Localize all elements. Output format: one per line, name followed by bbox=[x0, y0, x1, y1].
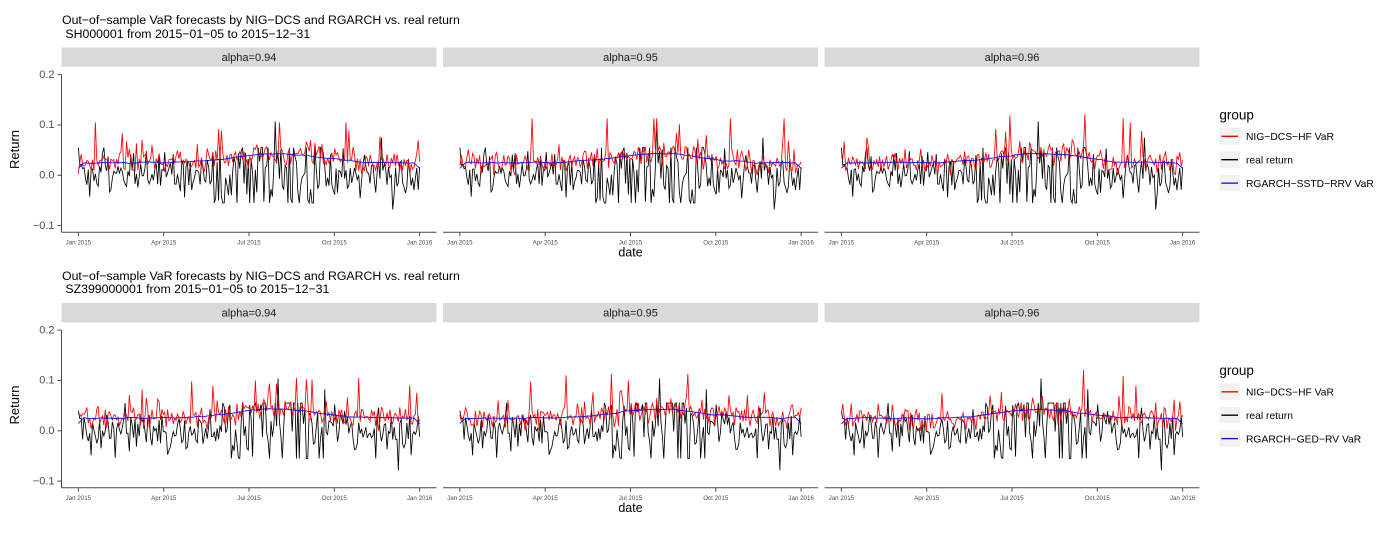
svg-text:Jul 2015: Jul 2015 bbox=[1000, 495, 1024, 502]
svg-text:Jan 2016: Jan 2016 bbox=[1170, 240, 1196, 247]
svg-text:0.2: 0.2 bbox=[39, 69, 54, 81]
svg-text:date: date bbox=[618, 501, 642, 515]
svg-text:Return: Return bbox=[7, 385, 22, 424]
svg-text:Oct 2015: Oct 2015 bbox=[322, 240, 348, 247]
svg-text:NIG−DCS−HF VaR: NIG−DCS−HF VaR bbox=[1246, 388, 1334, 399]
svg-text:NIG−DCS−HF VaR: NIG−DCS−HF VaR bbox=[1246, 132, 1334, 143]
svg-text:Jul 2015: Jul 2015 bbox=[1000, 240, 1024, 247]
svg-text:real return: real return bbox=[1246, 156, 1293, 167]
svg-text:Jul 2015: Jul 2015 bbox=[237, 240, 261, 247]
svg-text:date: date bbox=[618, 246, 642, 260]
svg-text:Jan 2016: Jan 2016 bbox=[407, 240, 433, 247]
svg-text:Apr 2015: Apr 2015 bbox=[914, 240, 940, 247]
svg-text:Oct 2015: Oct 2015 bbox=[322, 495, 348, 502]
svg-text:Jan 2016: Jan 2016 bbox=[407, 495, 433, 502]
svg-text:Return: Return bbox=[7, 130, 22, 169]
svg-text:0.1: 0.1 bbox=[39, 119, 54, 131]
svg-text:Oct 2015: Oct 2015 bbox=[703, 240, 729, 247]
svg-text:0.2: 0.2 bbox=[39, 324, 54, 336]
svg-text:Jul 2015: Jul 2015 bbox=[237, 495, 261, 502]
svg-text:Oct 2015: Oct 2015 bbox=[1085, 240, 1111, 247]
svg-text:Jan 2016: Jan 2016 bbox=[1170, 495, 1196, 502]
svg-text:alpha=0.94: alpha=0.94 bbox=[222, 307, 277, 319]
svg-text:RGARCH−SSTD−RRV VaR: RGARCH−SSTD−RRV VaR bbox=[1246, 179, 1374, 190]
svg-text:Apr 2015: Apr 2015 bbox=[914, 495, 940, 502]
svg-text:RGARCH−GED−RV VaR: RGARCH−GED−RV VaR bbox=[1246, 434, 1361, 445]
svg-text:−0.1: −0.1 bbox=[33, 220, 55, 232]
svg-text:Jan 2015: Jan 2015 bbox=[66, 240, 92, 247]
svg-text:Jan 2016: Jan 2016 bbox=[788, 495, 814, 502]
svg-text:alpha=0.96: alpha=0.96 bbox=[985, 307, 1040, 319]
svg-text:Jan 2015: Jan 2015 bbox=[829, 240, 855, 247]
svg-text:Jan 2015: Jan 2015 bbox=[829, 495, 855, 502]
svg-text:alpha=0.96: alpha=0.96 bbox=[985, 52, 1040, 64]
svg-text:alpha=0.94: alpha=0.94 bbox=[222, 52, 277, 64]
svg-text:Apr 2015: Apr 2015 bbox=[533, 495, 559, 502]
svg-text:real return: real return bbox=[1246, 411, 1293, 422]
svg-text:Apr 2015: Apr 2015 bbox=[151, 240, 177, 247]
svg-text:Jan 2016: Jan 2016 bbox=[788, 240, 814, 247]
svg-text:0.0: 0.0 bbox=[39, 170, 54, 182]
svg-text:0.0: 0.0 bbox=[39, 425, 54, 437]
svg-text:Apr 2015: Apr 2015 bbox=[151, 495, 177, 502]
svg-text:Jan 2015: Jan 2015 bbox=[447, 240, 473, 247]
svg-text:group: group bbox=[1219, 108, 1254, 123]
svg-text:Oct 2015: Oct 2015 bbox=[703, 495, 729, 502]
svg-text:Jan 2015: Jan 2015 bbox=[447, 495, 473, 502]
svg-text:0.1: 0.1 bbox=[39, 375, 54, 387]
svg-text:Oct 2015: Oct 2015 bbox=[1085, 495, 1111, 502]
svg-text:group: group bbox=[1219, 363, 1254, 378]
svg-text:−0.1: −0.1 bbox=[33, 475, 55, 487]
svg-text:Apr 2015: Apr 2015 bbox=[533, 240, 559, 247]
svg-text:Jan 2015: Jan 2015 bbox=[66, 495, 92, 502]
svg-text:alpha=0.95: alpha=0.95 bbox=[603, 307, 658, 319]
svg-text:alpha=0.95: alpha=0.95 bbox=[603, 52, 658, 64]
